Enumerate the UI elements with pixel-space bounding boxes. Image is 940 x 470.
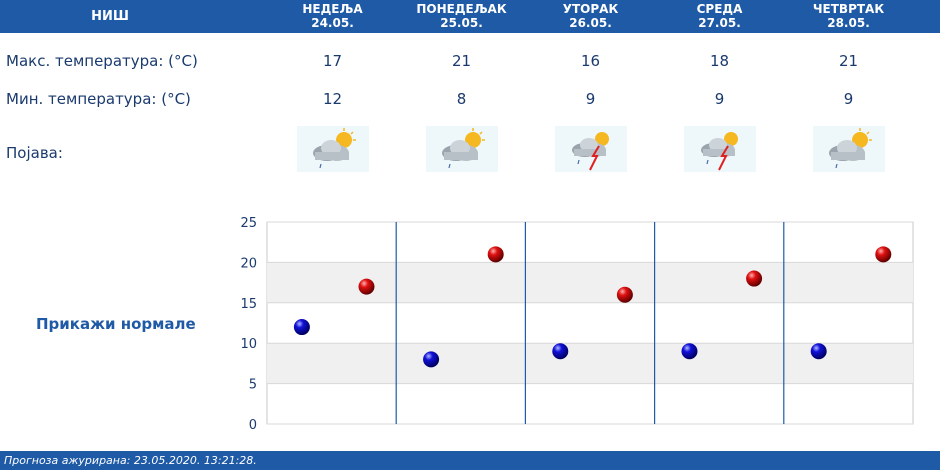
day-header-1: НЕДЕЉА 24.05. [268,2,397,30]
day-header-3: УТОРАК 26.05. [526,2,655,30]
partly-cloudy-rain-icon [426,126,498,172]
day-name: УТОРАК [562,2,619,16]
min-temp-point [810,343,827,360]
y-tick-label: 20 [240,256,257,271]
thunderstorm-icon [555,126,627,172]
plot-area [266,221,914,425]
day-name: ПОНЕДЕЉАК [416,2,507,16]
city-name: НИШ [91,9,129,24]
max-temp-2: 21 [451,52,472,70]
thunderstorm-icon [684,126,756,172]
grid-band [267,343,913,384]
min-temp-5: 9 [843,90,854,108]
day-header-2: ПОНЕДЕЉАК 25.05. [397,2,526,30]
y-tick-label: 5 [249,378,257,393]
forecast-updated-text: Прогноза ажурирана: 23.05.2020. 13:21:28… [4,454,257,467]
day-date: 25.05. [440,16,483,30]
min-temp-2: 8 [456,90,467,108]
min-temp-point [681,343,698,360]
min-temp-point [293,319,310,336]
forecast-header: НИШ НЕДЕЉА 24.05. ПОНЕДЕЉАК 25.05. УТОРА… [0,0,940,33]
max-temp-label: Макс. температура: (°C) [6,52,198,70]
min-temp-3: 9 [585,90,596,108]
day-date: 27.05. [698,16,741,30]
y-tick-label: 10 [240,337,257,352]
day-name: СРЕДА [696,2,743,16]
max-temp-5: 21 [838,52,859,70]
day-name: ЧЕТВРТАК [812,2,885,16]
phenomenon-label: Појава: [6,144,63,162]
y-tick-label: 0 [249,418,257,433]
day-header-4: СРЕДА 27.05. [655,2,784,30]
day-date: 24.05. [311,16,354,30]
y-tick-label: 25 [240,216,257,231]
footer-bar: Прогноза ажурирана: 23.05.2020. 13:21:28… [0,451,940,470]
max-temp-point [358,278,375,295]
max-temp-point [616,286,633,303]
partly-cloudy-rain-icon [297,126,369,172]
grid-band [267,262,913,303]
day-name: НЕДЕЉА [302,2,363,16]
min-temp-4: 9 [714,90,725,108]
day-header-5: ЧЕТВРТАК 28.05. [784,2,913,30]
y-tick-label: 15 [240,297,257,312]
day-date: 26.05. [569,16,612,30]
max-temp-3: 16 [580,52,601,70]
max-temp-1: 17 [322,52,343,70]
min-temp-1: 12 [322,90,343,108]
day-date: 28.05. [827,16,870,30]
show-normals-link[interactable]: Прикажи нормале [36,315,196,333]
min-temp-point [552,343,569,360]
max-temp-point [487,246,504,263]
max-temp-point [746,270,763,287]
min-temp-point [423,351,440,368]
max-temp-point [875,246,892,263]
temperature-chart: 0 5 10 15 20 25 [240,216,914,433]
min-temp-label: Мин. температура: (°C) [6,90,191,108]
partly-cloudy-rain-icon [813,126,885,172]
max-temp-4: 18 [709,52,730,70]
